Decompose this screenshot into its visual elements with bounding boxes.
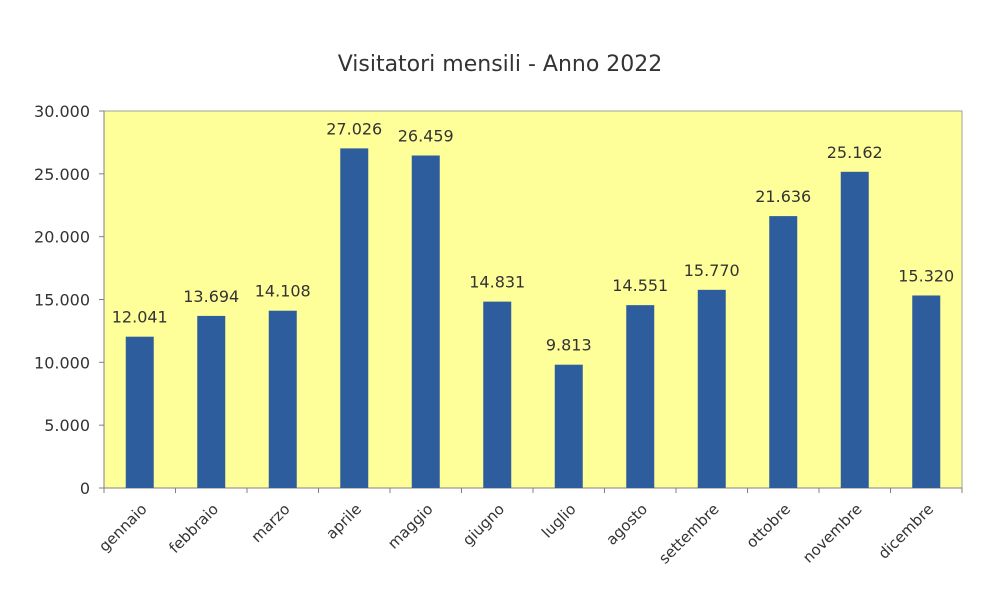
x-tick-label: giugno — [459, 500, 508, 549]
bar-agosto — [626, 305, 655, 488]
bar-marzo — [268, 310, 297, 488]
bars — [125, 148, 941, 488]
y-tick-label: 25.000 — [34, 165, 90, 184]
data-label-dicembre: 15.320 — [898, 266, 954, 285]
bar-gennaio — [125, 336, 154, 488]
data-label-febbraio: 13.694 — [183, 287, 239, 306]
x-tick-label: settembre — [655, 500, 722, 567]
data-label-marzo: 14.108 — [255, 282, 311, 301]
data-label-settembre: 15.770 — [684, 261, 740, 280]
bar-febbraio — [197, 315, 226, 488]
x-tick-label: marzo — [248, 500, 294, 546]
x-tick-label: maggio — [384, 500, 436, 552]
y-tick-label: 20.000 — [34, 228, 90, 247]
data-label-maggio: 26.459 — [398, 126, 454, 145]
chart-title: Visitatori mensili - Anno 2022 — [337, 52, 663, 77]
bar-luglio — [554, 364, 583, 488]
data-label-gennaio: 12.041 — [112, 308, 168, 327]
plot-area — [103, 110, 963, 489]
bar-giugno — [483, 301, 512, 488]
axes — [99, 110, 963, 493]
y-tick-label: 10.000 — [34, 353, 90, 372]
data-label-agosto: 14.551 — [612, 276, 668, 295]
bar-aprile — [340, 148, 369, 488]
y-tick-label: 5.000 — [44, 416, 90, 435]
x-tick-label: dicembre — [875, 500, 937, 562]
x-tick-label: gennaio — [95, 500, 150, 555]
bar-maggio — [411, 155, 440, 488]
x-tick-label: aprile — [322, 500, 365, 543]
data-label-ottobre: 21.636 — [755, 187, 811, 206]
y-tick-label: 30.000 — [34, 102, 90, 121]
bar-settembre — [697, 289, 726, 488]
data-label-aprile: 27.026 — [326, 119, 382, 138]
y-tick-label: 15.000 — [34, 291, 90, 310]
bar-ottobre — [769, 216, 798, 488]
x-tick-label: ottobre — [743, 500, 794, 551]
bar-dicembre — [912, 295, 941, 488]
x-tick-label: novembre — [799, 500, 865, 566]
x-tick-label: agosto — [602, 500, 651, 549]
data-label-novembre: 25.162 — [827, 143, 883, 162]
data-labels: 12.041 13.694 14.108 27.026 26.459 14.831 9.81… — [112, 119, 954, 354]
data-label-giugno: 14.831 — [469, 273, 525, 292]
bar-novembre — [840, 171, 869, 488]
x-tick-label: febbraio — [165, 500, 222, 557]
y-tick-label: 0 — [80, 479, 90, 498]
x-tick-label: luglio — [538, 500, 580, 542]
data-label-luglio: 9.813 — [546, 336, 592, 355]
